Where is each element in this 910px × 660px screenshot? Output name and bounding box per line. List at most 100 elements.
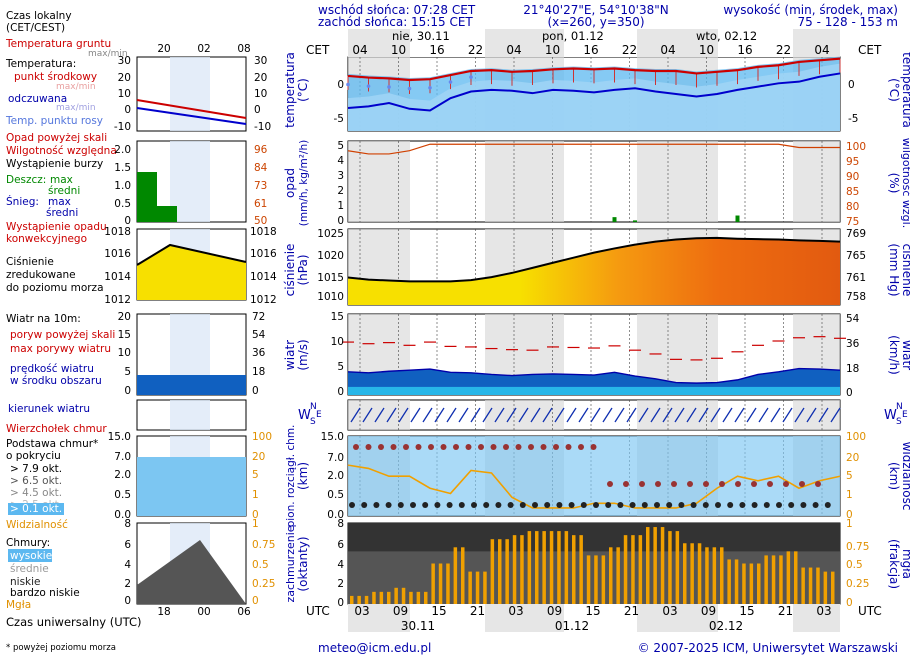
night-band bbox=[637, 400, 718, 430]
wind-dir-arrow bbox=[518, 407, 529, 423]
fog-bar bbox=[527, 531, 532, 604]
utc-hour-tick: 15 bbox=[431, 604, 446, 618]
legend-dew-point: Temp. punktu rosy bbox=[5, 115, 103, 127]
dew-point-dot bbox=[448, 80, 453, 84]
legend-pressure-1: Ciśnienie bbox=[6, 256, 54, 268]
fog-bar bbox=[660, 527, 665, 604]
cloud-base-dot bbox=[349, 502, 355, 508]
mini-wind-tick: 54 bbox=[252, 329, 266, 341]
fog-tick: 0.5 bbox=[846, 559, 863, 571]
cet-night-band bbox=[348, 29, 410, 57]
utc-hour-tick: 09 bbox=[701, 604, 716, 618]
mini-axes: 20 02 08 18 00 06 30 20 10 0 -10 30 20 1… bbox=[104, 43, 277, 618]
cloud-base-dot bbox=[690, 502, 697, 508]
fog-bar bbox=[579, 535, 583, 604]
wind-dir-arrow bbox=[530, 407, 541, 423]
cloud-top-dot bbox=[553, 444, 559, 450]
kmh-tick: 18 bbox=[846, 363, 859, 375]
wind-dir-arrow bbox=[674, 407, 685, 423]
precip-bar bbox=[735, 215, 740, 222]
mini-cl-tick: 8 bbox=[124, 518, 131, 530]
cloud-base-dot bbox=[532, 502, 538, 508]
legend-snow-max: max bbox=[48, 196, 71, 208]
legend-conv-1: Wystąpienie opadu bbox=[6, 221, 107, 233]
fog-bar bbox=[372, 591, 376, 604]
fog-bar bbox=[512, 535, 517, 604]
contact-email[interactable]: meteo@icm.edu.pl bbox=[318, 641, 431, 655]
fog-bar bbox=[734, 559, 739, 604]
temp-tick-right: 0 bbox=[848, 79, 855, 91]
kmh-tick: 36 bbox=[846, 338, 860, 350]
precip-tick: 5 bbox=[337, 140, 344, 152]
fog-bar bbox=[505, 539, 509, 604]
mini-top-tick: 20 bbox=[157, 43, 170, 55]
cloud-base-dot bbox=[544, 502, 551, 508]
legend-local-time: Czas lokalny bbox=[6, 10, 72, 22]
wind-axis-unit: (m/s) bbox=[296, 339, 310, 370]
temp-axis-unit: (°C) bbox=[296, 78, 310, 102]
fog-bar bbox=[749, 563, 754, 604]
compass-w: W bbox=[298, 408, 311, 423]
legend-cl-very-low: bardzo niskie bbox=[10, 587, 80, 599]
legend-okt-79: > 7.9 okt. bbox=[10, 463, 62, 475]
fog-bar bbox=[816, 567, 820, 604]
mmhg-tick: 769 bbox=[846, 228, 866, 240]
wind-dir-arrow bbox=[722, 407, 733, 423]
legend-wind: Wiatr na 10m: bbox=[6, 313, 81, 325]
fog-bar bbox=[786, 551, 791, 604]
elevation-title: wysokość (min, środek, max) bbox=[723, 3, 898, 17]
fog-bar bbox=[379, 591, 384, 604]
precip-tick: 3 bbox=[337, 170, 344, 182]
legend-cl-low: niskie bbox=[10, 576, 41, 588]
mini-cb-tick: 2.0 bbox=[114, 469, 131, 481]
wind-dir-arrow bbox=[482, 407, 493, 423]
wind-kmh-unit: (km/h) bbox=[887, 335, 901, 375]
cloud-base-dot bbox=[483, 502, 490, 508]
humidity-line bbox=[347, 143, 840, 155]
utc-hour-tick: 15 bbox=[739, 604, 754, 618]
wind-dir-arrow bbox=[434, 407, 445, 423]
utc-hour-tick: 09 bbox=[547, 604, 562, 618]
cloud-base-dot bbox=[629, 502, 636, 508]
mini-top-tick: 08 bbox=[237, 43, 250, 55]
cloud-top-dot bbox=[478, 444, 484, 450]
fog-bar bbox=[475, 571, 480, 604]
cloud-base-dot bbox=[641, 502, 648, 508]
legend-rain: Deszcz: bbox=[6, 174, 46, 186]
fog-bar bbox=[564, 531, 569, 604]
cloud-base-dot bbox=[702, 502, 709, 508]
wind-tick: 10 bbox=[331, 336, 344, 348]
mini-night-band bbox=[170, 57, 210, 131]
legend-mid-point: punkt środkowy bbox=[14, 71, 97, 83]
cet-hour-tick: 16 bbox=[737, 43, 752, 57]
pressure-line bbox=[347, 236, 841, 283]
utc-hour-tick: 21 bbox=[778, 604, 793, 618]
cloud-base-dot bbox=[556, 502, 563, 508]
cet-label-right: CET bbox=[858, 43, 882, 57]
wind-dir-arrow bbox=[830, 407, 841, 423]
pressure-axis-unit: (hPa) bbox=[296, 254, 310, 285]
wind-dir-arrow bbox=[782, 407, 793, 423]
compass-w-right: W bbox=[884, 408, 897, 423]
legend-fog: Mgła bbox=[6, 599, 31, 611]
compass-e: E bbox=[316, 410, 322, 420]
temp-axis-title-right: temperatura bbox=[900, 52, 910, 128]
wind-dir-arrow bbox=[758, 407, 769, 423]
vis-tick: 20 bbox=[846, 452, 859, 464]
cloud-top-dot bbox=[799, 481, 805, 487]
legend-cloud-base-2: o pokryciu bbox=[6, 450, 61, 462]
utc-hour-tick: 03 bbox=[508, 604, 523, 618]
wind-dir-arrow bbox=[794, 407, 805, 423]
humidity-tick: 80 bbox=[846, 201, 859, 213]
cloud-base-dot bbox=[361, 502, 368, 508]
temp-tick-right: -5 bbox=[848, 113, 858, 125]
legend-visibility: Widzialność bbox=[6, 519, 68, 531]
panel-frame bbox=[347, 399, 841, 431]
wind-dir-arrow bbox=[602, 407, 613, 423]
fog-bar bbox=[823, 571, 828, 604]
wind-dir-arrow bbox=[470, 407, 481, 423]
pressure-tick: 1025 bbox=[317, 228, 344, 240]
mini-temp-right-tick: 30 bbox=[254, 55, 267, 67]
